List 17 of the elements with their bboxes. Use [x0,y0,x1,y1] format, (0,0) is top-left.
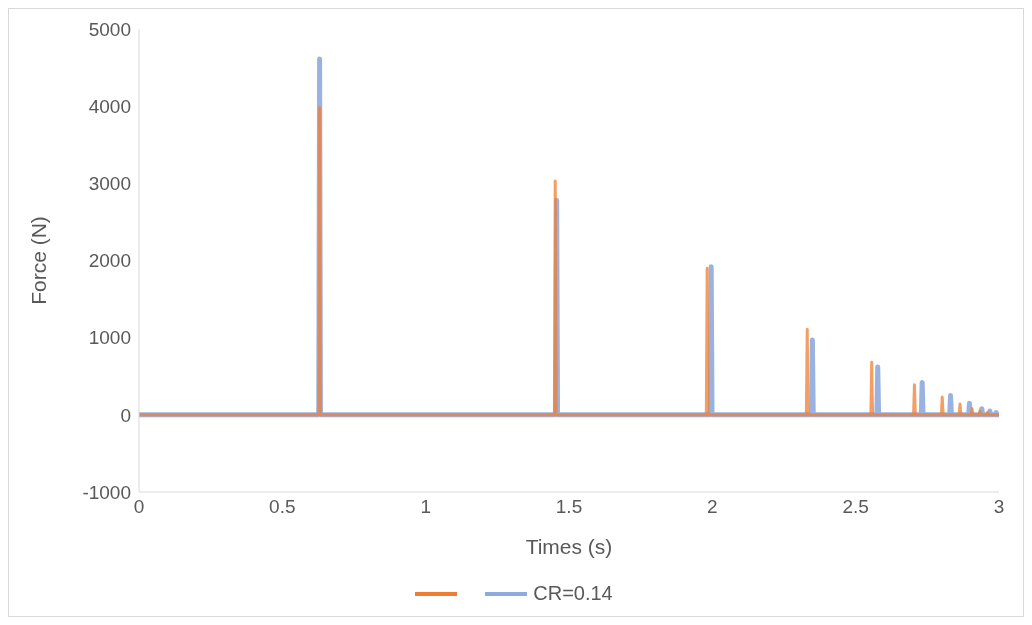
y-tick-label: 2000 [88,250,131,272]
x-tick-label: 1 [420,496,431,518]
y-tick-label: -1000 [82,481,131,503]
x-tick-label: 1.5 [555,496,583,518]
y-axis-title: Force (N) [27,216,51,305]
legend-label: CR=0.14 [533,582,613,605]
y-tick-label: 4000 [88,95,131,117]
x-tick-label: 2.5 [842,496,869,518]
x-axis-title: Times (s) [525,535,613,558]
y-tick-label: 1000 [88,327,131,349]
x-tick-label: 2 [707,496,718,518]
x-tick-label: 3 [993,496,1005,518]
x-tick-label: 0 [133,496,145,518]
y-tick-label: 0 [120,404,131,426]
y-tick-label: 5000 [88,18,131,40]
x-tick-label: 0.5 [269,496,296,518]
y-tick-label: 3000 [88,173,131,195]
